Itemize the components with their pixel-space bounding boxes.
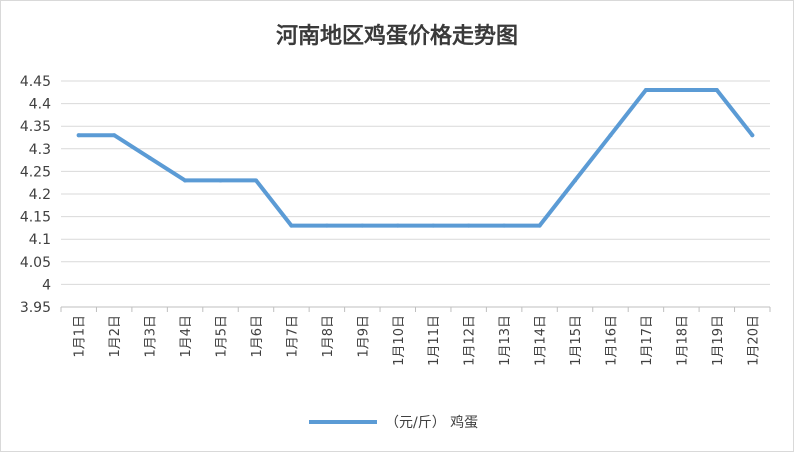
x-tick-label: 1月1日 [73, 315, 88, 358]
y-tick-label: 4 [42, 277, 51, 293]
chart-title: 河南地区鸡蛋价格走势图 [276, 23, 518, 49]
y-tick-label: 4.35 [20, 119, 51, 135]
data-point [643, 88, 648, 93]
data-point [431, 223, 436, 228]
x-tick-label: 1月6日 [250, 315, 265, 358]
series-group [76, 88, 755, 228]
data-point [183, 178, 188, 183]
x-tick-label: 1月17日 [640, 315, 655, 366]
data-point [218, 178, 223, 183]
x-tick-label: 1月19日 [711, 315, 726, 366]
data-point [502, 223, 507, 228]
data-point [289, 223, 294, 228]
y-tick-label: 4.45 [20, 74, 51, 90]
x-tick-label: 1月13日 [498, 315, 513, 366]
x-axis-ticks: 1月1日 1月2日 1月3日 1月4日 1月5日 1月6日 1月7日 1月8日 1月9日 1月10… [60, 307, 771, 366]
legend: （元/斤） 鸡蛋 [309, 414, 478, 431]
y-axis-ticks: 3.95 4 4.05 4.1 4.15 4.2 4.25 4.3 4.35 4.4 4.45 [20, 74, 51, 316]
data-point [679, 88, 684, 93]
y-tick-label: 4.2 [29, 187, 51, 203]
x-tick-label: 1月11日 [427, 315, 442, 366]
x-tick-label: 1月5日 [215, 315, 230, 358]
x-tick-label: 1月20日 [746, 315, 761, 366]
data-point [253, 178, 258, 183]
x-tick-label: 1月12日 [463, 315, 478, 366]
data-point [76, 133, 81, 138]
data-point [395, 223, 400, 228]
x-tick-label: 1月15日 [569, 315, 584, 366]
y-tick-label: 4.4 [29, 97, 51, 113]
legend-label: （元/斤） 鸡蛋 [385, 414, 478, 431]
y-tick-label: 4.05 [20, 255, 51, 271]
x-tick-label: 1月10日 [392, 315, 407, 366]
data-point [466, 223, 471, 228]
data-point [750, 133, 755, 138]
x-tick-label: 1月4日 [179, 315, 194, 358]
y-tick-label: 4.25 [20, 164, 51, 180]
grid-lines [61, 80, 770, 308]
y-tick-label: 4.3 [29, 142, 51, 158]
y-tick-label: 3.95 [20, 300, 51, 316]
x-tick-label: 1月7日 [285, 315, 300, 358]
x-tick-label: 1月14日 [534, 315, 549, 366]
x-tick-label: 1月16日 [604, 315, 619, 366]
data-point [573, 178, 578, 183]
x-tick-label: 1月9日 [356, 315, 371, 358]
data-point [537, 223, 542, 228]
y-tick-label: 4.15 [20, 210, 51, 226]
data-point [360, 223, 365, 228]
x-tick-label: 1月8日 [321, 315, 336, 358]
x-tick-label: 1月2日 [108, 315, 123, 358]
data-point [608, 133, 613, 138]
data-point [147, 155, 152, 160]
data-point [324, 223, 329, 228]
y-tick-label: 4.1 [29, 232, 51, 248]
data-point [714, 88, 719, 93]
data-point [112, 133, 117, 138]
x-tick-label: 1月3日 [144, 315, 159, 358]
x-tick-label: 1月18日 [675, 315, 690, 366]
series-line [76, 88, 755, 228]
